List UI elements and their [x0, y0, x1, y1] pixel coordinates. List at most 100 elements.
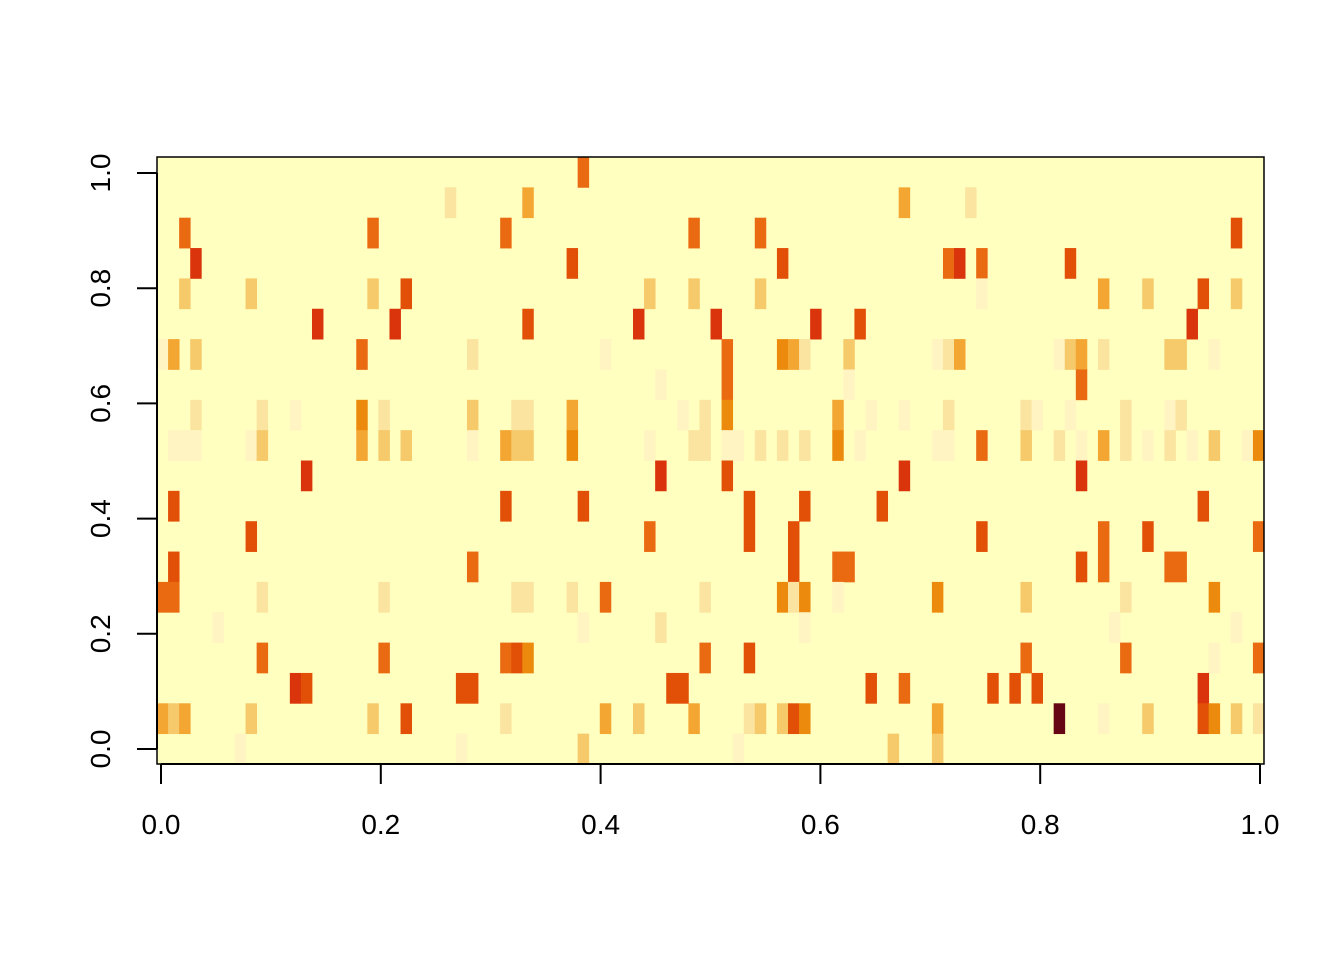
y-tick-label: 0.4 [85, 499, 116, 538]
heatmap-cell [522, 642, 534, 674]
heatmap-cell [1241, 430, 1254, 461]
heatmap-cell [389, 308, 401, 340]
heatmap-cell [721, 339, 734, 370]
heatmap-cell [1075, 430, 1088, 461]
heatmap-cell [466, 551, 479, 583]
heatmap-cell [1186, 308, 1198, 340]
heatmap-cell [168, 339, 180, 370]
heatmap-cell [1230, 278, 1243, 310]
heatmap-cell [444, 187, 457, 219]
heatmap-cell [256, 581, 269, 613]
y-tick-label: 0.2 [85, 614, 116, 653]
heatmap-cell [787, 703, 800, 735]
heatmap-cell [854, 430, 866, 461]
heatmap-cell [1230, 217, 1243, 249]
heatmap-cell [843, 551, 855, 583]
heatmap-cell [289, 672, 302, 704]
heatmap-cell [190, 339, 202, 370]
heatmap-cell [1197, 490, 1210, 522]
heatmap-cell [721, 460, 734, 492]
heatmap-cell [168, 703, 180, 735]
heatmap-cell [500, 217, 512, 249]
heatmap-cell [1020, 399, 1032, 431]
heatmap-cell [1097, 278, 1110, 310]
heatmap-cell [1208, 581, 1221, 613]
y-tick-label: 0.6 [85, 384, 116, 423]
heatmap-cell [787, 339, 800, 370]
heatmap-cell [1020, 642, 1032, 674]
heatmap-cell [655, 369, 667, 401]
heatmap-cell [688, 217, 700, 249]
heatmap-cells [157, 157, 1265, 765]
heatmap-cell [157, 339, 169, 370]
heatmap-cell [190, 248, 202, 279]
heatmap-cell [954, 339, 966, 370]
heatmap-cell [311, 308, 324, 340]
heatmap-cell [522, 187, 534, 219]
heatmap-cell [787, 581, 800, 613]
heatmap-cell [1208, 339, 1221, 370]
heatmap-cell [367, 703, 379, 735]
x-tick-label: 0.6 [801, 809, 840, 840]
heatmap-cell [776, 581, 789, 613]
heatmap-cell [1164, 430, 1176, 461]
heatmap-cell [356, 430, 368, 461]
heatmap-cell [500, 642, 512, 674]
heatmap-cell [688, 278, 700, 310]
heatmap-cell [942, 339, 955, 370]
heatmap-cell [522, 399, 534, 431]
heatmap-cell [234, 733, 246, 765]
heatmap-cell [832, 399, 844, 431]
heatmap-cell [1175, 551, 1187, 583]
heatmap-cell [776, 339, 789, 370]
heatmap-cell [1075, 369, 1088, 401]
heatmap-cell [799, 703, 811, 735]
heatmap-cell [732, 430, 745, 461]
heatmap-cell [1020, 581, 1032, 613]
heatmap-cell [577, 733, 590, 765]
heatmap-cell [743, 490, 756, 522]
heatmap-cell [168, 490, 180, 522]
heatmap-cell [466, 399, 479, 431]
heatmap-cell [356, 339, 368, 370]
heatmap-cell [666, 672, 678, 704]
heatmap-cell [566, 430, 579, 461]
heatmap-cell [931, 430, 944, 461]
heatmap-cell [179, 278, 191, 310]
heatmap-cell [157, 581, 169, 613]
heatmap-cell [754, 703, 767, 735]
heatmap-cell [1142, 521, 1154, 552]
heatmap-cell [179, 217, 191, 249]
heatmap-cell [699, 581, 711, 613]
heatmap-cell [1142, 703, 1154, 735]
heatmap-cell [732, 733, 745, 765]
heatmap-cell [987, 672, 999, 704]
heatmap-cell [776, 248, 789, 279]
heatmap-cell [931, 581, 944, 613]
heatmap-cell [942, 430, 955, 461]
heatmap-cell [832, 551, 844, 583]
heatmap-cell [832, 581, 844, 613]
heatmap-cell [378, 399, 390, 431]
heatmap-cell [898, 672, 911, 704]
heatmap-cell [931, 733, 944, 765]
heatmap-cell [633, 703, 645, 735]
heatmap-cell [898, 399, 911, 431]
heatmap-cell [1142, 430, 1154, 461]
heatmap-cell [1120, 430, 1132, 461]
heatmap-cell [965, 187, 977, 219]
heatmap-cell [522, 430, 534, 461]
heatmap-cell [1097, 703, 1110, 735]
heatmap-cell [1120, 642, 1132, 674]
heatmap-cell [1109, 612, 1121, 643]
heatmap-cell [721, 430, 734, 461]
y-tick-label: 0.0 [85, 730, 116, 769]
heatmap-cell [168, 430, 180, 461]
heatmap-cell [300, 460, 313, 492]
heatmap-cell [1075, 460, 1088, 492]
heatmap-cell [655, 460, 667, 492]
heatmap-cell [577, 490, 590, 522]
x-axis: 0.0 0.2 0.4 0.6 0.8 1.0 [142, 763, 1279, 840]
heatmap-cell [466, 672, 479, 704]
heatmap-cell [378, 581, 390, 613]
